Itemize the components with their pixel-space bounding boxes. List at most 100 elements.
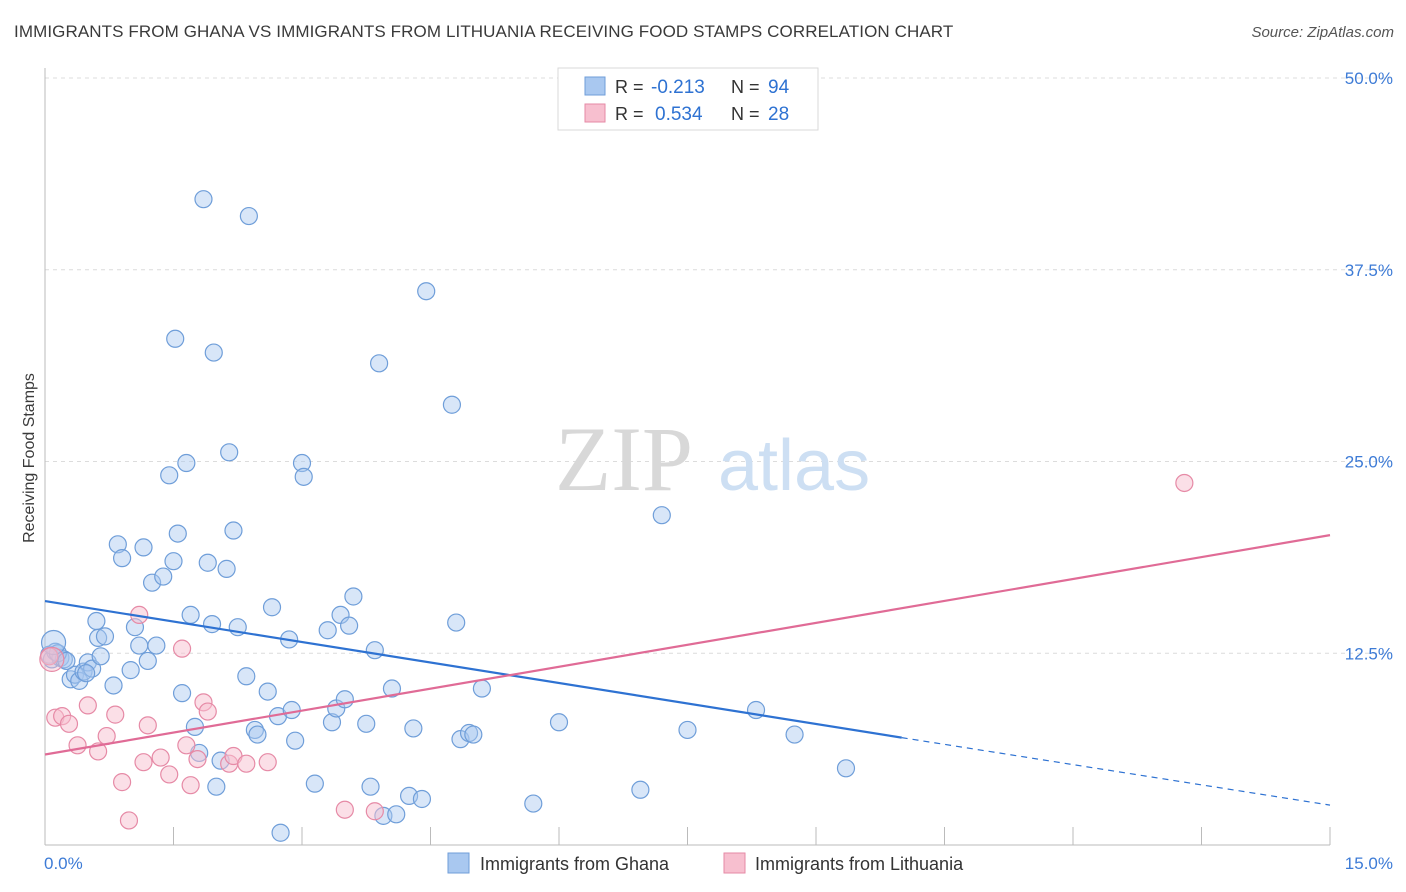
lithuania-point-17	[177, 736, 196, 755]
lithuania-point-cluster	[39, 646, 65, 672]
lithuania-point-19	[188, 749, 207, 769]
ghana-point-52	[286, 731, 305, 750]
stats-r-value-ghana: -0.213	[651, 77, 705, 98]
lithuania-point-21	[198, 702, 217, 721]
ghana-point-71	[404, 719, 423, 738]
ghana-point-46	[258, 682, 277, 701]
stats-r-value-lithuania: 0.534	[655, 104, 703, 125]
stats-swatch-lithuania	[584, 103, 606, 123]
ghana-point-11	[87, 611, 106, 631]
ghana-point-33	[194, 190, 213, 209]
ghana-point-37	[207, 777, 226, 796]
ghana-trend-extension	[901, 737, 1331, 806]
stats-n-value-lithuania: 28	[768, 104, 789, 125]
lithuania-point-16	[172, 639, 192, 658]
ghana-point-74	[442, 395, 462, 414]
ghana-point-25	[164, 552, 183, 571]
ghana-point-39	[217, 559, 236, 578]
ghana-point-49	[271, 823, 290, 842]
lithuania-point-25	[258, 753, 277, 772]
ghana-point-84	[678, 720, 697, 740]
ghana-point-65	[365, 641, 384, 660]
chart-title: IMMIGRANTS FROM GHANA VS IMMIGRANTS FROM…	[14, 22, 954, 41]
ghana-point-7	[70, 671, 89, 690]
ghana-point-82	[631, 780, 650, 799]
lithuania-point-4	[68, 736, 87, 755]
ghana-point-53	[292, 453, 312, 473]
ghana-point-51	[282, 700, 301, 720]
ghana-point-35	[202, 615, 222, 634]
ghana-point-30	[181, 605, 200, 625]
ghana-point-57	[322, 713, 342, 732]
ghana-point-22	[142, 573, 162, 592]
lithuania-point-5	[78, 696, 97, 715]
stats-swatch-ghana	[584, 76, 606, 96]
lithuania-point-18	[181, 776, 200, 795]
series-ghana-points	[40, 190, 856, 842]
axes	[44, 68, 1331, 846]
ghana-point-87	[836, 759, 856, 778]
grid	[45, 77, 1392, 654]
ghana-point-56	[318, 621, 337, 640]
trend-lines	[44, 534, 1331, 806]
ghana-point-15	[108, 535, 127, 554]
x-tick-label-1: 15.0%	[1345, 854, 1393, 873]
ghana-point-26	[166, 329, 185, 348]
ghana-trend-line	[44, 600, 902, 739]
ghana-point-36	[204, 343, 223, 362]
ghana-point-86	[785, 725, 804, 744]
y-tick-label-0: 12.5%	[1345, 644, 1393, 663]
lithuania-point-8	[106, 705, 125, 724]
x-tick-label-0: 0.0%	[44, 854, 83, 873]
ghana-point-61	[340, 616, 359, 635]
y-tick-label-1: 25.0%	[1345, 453, 1393, 472]
ghana-point-75	[447, 613, 466, 632]
lithuania-point-15	[160, 765, 179, 784]
ghana-point-68	[382, 679, 402, 698]
y-tick-label-3: 50.0%	[1345, 69, 1393, 88]
ghana-point-28	[172, 684, 192, 703]
ghana-point-29	[177, 453, 196, 473]
ghana-point-17	[121, 661, 140, 680]
ghana-point-62	[344, 587, 363, 606]
ghana-point-20	[134, 538, 153, 557]
legend-label-ghana: Immigrants from Ghana	[480, 854, 670, 874]
ghana-point-63	[357, 714, 376, 733]
ghana-point-13	[95, 627, 115, 646]
ghana-point-93	[237, 667, 256, 686]
stats-n-label-ghana: N =	[731, 77, 760, 97]
ghana-point-16	[112, 549, 132, 568]
lithuania-point-26	[335, 800, 354, 819]
ghana-point-21	[138, 651, 157, 671]
lithuania-point-10	[119, 811, 139, 830]
ghana-point-40	[220, 443, 239, 462]
ghana-point-41	[224, 521, 243, 540]
y-axis-label: Receiving Food Stamps	[21, 373, 38, 543]
lithuania-point-27	[365, 802, 384, 821]
lithuania-point-14	[151, 748, 170, 767]
stats-n-value-ghana: 94	[768, 77, 790, 98]
series-lithuania-points	[39, 473, 1194, 830]
ghana-point-66	[370, 354, 389, 373]
ghana-point-23	[154, 567, 173, 586]
ghana-point-27	[168, 524, 187, 543]
ghana-point-34	[198, 553, 217, 572]
lithuania-point-28	[1175, 473, 1194, 493]
watermark-zip: ZIP	[555, 408, 693, 510]
ghana-point-91	[91, 647, 110, 666]
stats-r-label-ghana: R =	[615, 77, 644, 97]
legend-swatch-lithuania	[723, 852, 746, 874]
lithuania-point-13	[138, 716, 157, 735]
ghana-point-81	[549, 713, 569, 732]
ghana-point-90	[77, 664, 96, 683]
stats-r-label-lithuania: R =	[615, 104, 644, 124]
ghana-point-72	[412, 789, 432, 809]
series-legend: Immigrants from Ghana Immigrants from Li…	[447, 852, 964, 874]
legend-label-lithuania: Immigrants from Lithuania	[755, 854, 964, 874]
watermark-atlas: atlas	[718, 426, 870, 506]
ghana-point-83	[652, 506, 671, 525]
ghana-point-54	[294, 467, 313, 486]
ghana-point-92	[147, 636, 166, 655]
lithuania-point-3	[59, 714, 79, 733]
